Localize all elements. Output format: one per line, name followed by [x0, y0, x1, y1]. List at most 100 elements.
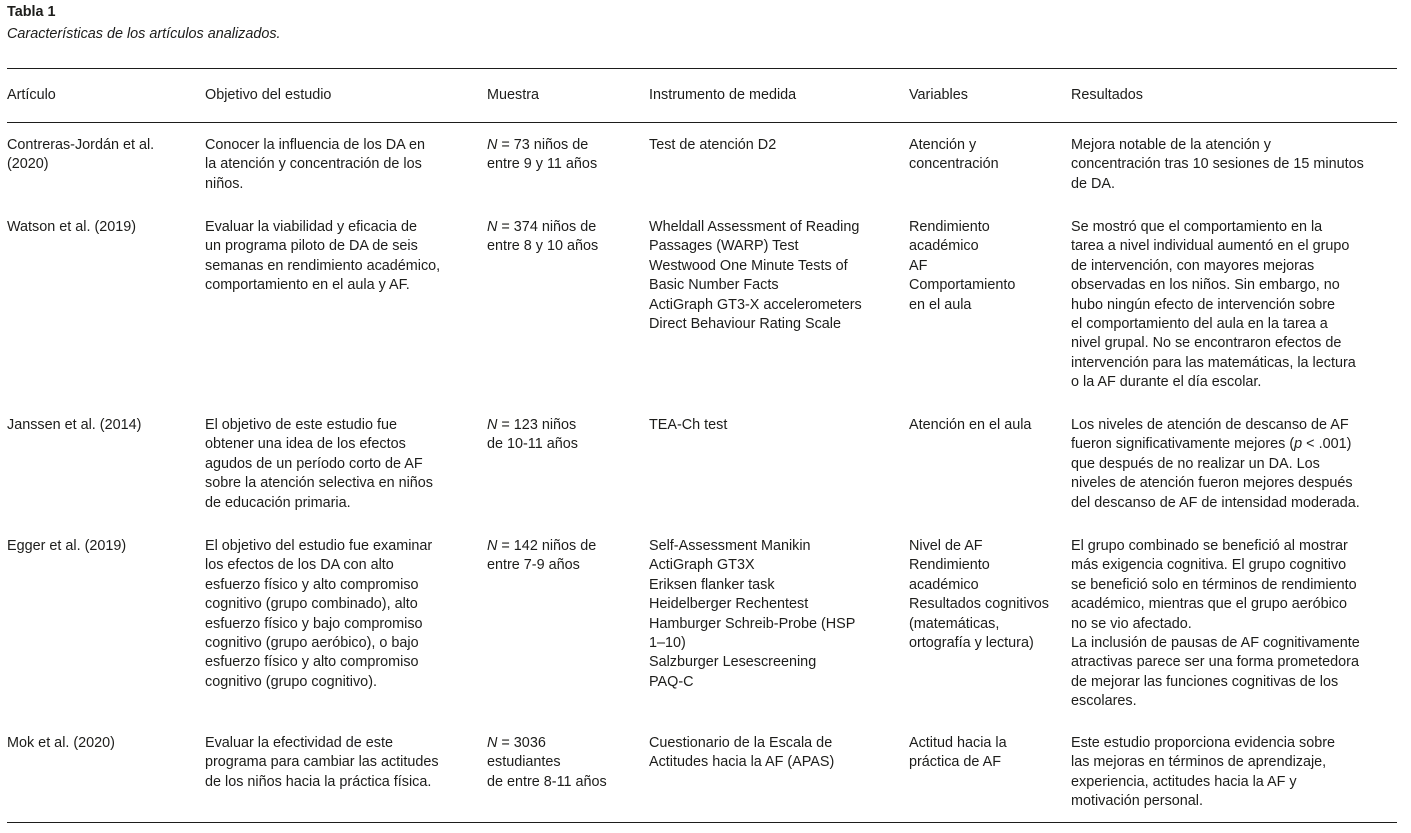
cell-muestra: N = 123 niños de 10-11 años [487, 416, 578, 455]
cell-line: Janssen et al. (2014) [7, 417, 142, 433]
cell-line: Self-Assessment Manikin [649, 538, 811, 554]
cell-line: niveles de atención fueron mejores despu… [1071, 475, 1353, 492]
cell-line: sobre la atención selectiva en niños [205, 475, 433, 492]
cell-objetivo: Evaluar la viabilidad y eficacia de un pr… [205, 218, 440, 296]
cell-line: PAQ-C [649, 673, 694, 690]
cell-line: de 10-11 años [487, 436, 578, 453]
cell-line: Wheldall Assessment of Reading [649, 219, 860, 235]
cell-line: Eriksen flanker task [649, 576, 775, 593]
cell-line: hubo ningún efecto de intervención sobre [1071, 296, 1336, 313]
column-header-objetivo: Objetivo del estudio [205, 87, 332, 103]
cell-line: El objetivo de este estudio fue [205, 417, 398, 433]
cell-line: que después de no realizar un DA. Los [1071, 455, 1320, 472]
cell-line: esfuerzo físico y alto compromiso [205, 654, 419, 671]
cell-line: observadas en los niños. Sin embargo, no [1071, 277, 1340, 294]
cell-line: ortografía y lectura) [909, 635, 1034, 652]
cell-muestra: N = 3036 estudiantes de entre 8-11 años [487, 734, 607, 792]
cell-articulo: Janssen et al. (2014) [7, 416, 141, 435]
cell-line: concentración tras 10 sesiones de 15 min… [1071, 156, 1364, 173]
column-header-instrumento: Instrumento de medida [649, 87, 797, 103]
cell-line: niños. [205, 175, 244, 192]
cell-line: (2020) [7, 156, 49, 173]
cell-line: Contreras-Jordán et al. [7, 137, 155, 153]
cell-resultados: Mejora notable de la atención y concentra… [1071, 136, 1364, 194]
cell-instrumento: Test de atención D2 [649, 136, 776, 155]
cell-instrumento: Cuestionario de la Escala de Actitudes ha… [649, 734, 834, 773]
cell-line: escolares. [1071, 693, 1137, 710]
top-rule [7, 68, 1397, 69]
cell-line: Egger et al. (2019) [7, 538, 127, 554]
cell-line: La inclusión de pausas de AF cognitivame… [1071, 635, 1360, 652]
cell-line: cognitivo (grupo combinado), alto [205, 596, 418, 613]
cell-line: Westwood One Minute Tests of [649, 257, 848, 274]
cell-resultados: Los niveles de atención de descanso de A… [1071, 416, 1360, 513]
cell-line: de mejorar las funciones cognitivas de l… [1071, 673, 1339, 690]
cell-line: Evaluar la viabilidad y eficacia de [205, 219, 417, 235]
cell-instrumento: TEA-Ch test [649, 416, 727, 435]
cell-line: intervención para las matemáticas, la le… [1071, 354, 1356, 371]
cell-line: programa para cambiar las actitudes [205, 754, 439, 771]
cell-line: N = 142 niños de [487, 538, 597, 554]
cell-line: práctica de AF [909, 754, 1001, 771]
cell-line: Hamburger Schreib-Probe (HSP [649, 615, 856, 632]
bottom-rule [7, 822, 1397, 823]
cell-line: académico [909, 238, 979, 255]
cell-line: El objetivo del estudio fue examinar [205, 538, 433, 554]
cell-muestra: N = 73 niños de entre 9 y 11 años [487, 136, 597, 175]
column-header-variables: Variables [909, 87, 968, 103]
cell-variables: Actitud hacia la práctica de AF [909, 734, 1007, 773]
cell-line: Este estudio proporciona evidencia sobre [1071, 735, 1335, 751]
cell-line: fueron significativamente mejores (p < .… [1071, 436, 1352, 453]
cell-line: de entre 8-11 años [487, 773, 607, 790]
cell-line: obtener una idea de los efectos [205, 436, 406, 453]
cell-line: Test de atención D2 [649, 137, 777, 153]
cell-line: estudiantes [487, 754, 561, 771]
cell-line: comportamiento en el aula y AF. [205, 277, 410, 294]
cell-line: el comportamiento del aula en la tarea a [1071, 316, 1328, 333]
cell-line: un programa piloto de DA de seis [205, 238, 418, 255]
cell-articulo: Egger et al. (2019) [7, 537, 126, 556]
cell-line: N = 123 niños [487, 417, 577, 433]
cell-line: Resultados cognitivos [909, 596, 1049, 613]
cell-objetivo: El objetivo de este estudio fue obtener u… [205, 416, 433, 513]
cell-variables: Atención y concentración [909, 136, 999, 175]
cell-muestra: N = 142 niños de entre 7-9 años [487, 537, 596, 576]
cell-line: de DA. [1071, 175, 1115, 192]
cell-line: 1–10) [649, 635, 686, 652]
cell-line: Heidelberger Rechentest [649, 596, 809, 613]
cell-line: (matemáticas, [909, 615, 1000, 632]
cell-variables: Nivel de AF Rendimiento académico Resultado… [909, 537, 1049, 653]
cell-line: Salzburger Lesescreening [649, 654, 817, 671]
cell-line: esfuerzo físico y alto compromiso [205, 576, 419, 593]
cell-line: N = 73 niños de [487, 137, 589, 153]
cell-line: Conocer la influencia de los DA en [205, 137, 425, 153]
cell-line: de educación primaria. [205, 494, 351, 511]
cell-objetivo: Evaluar la efectividad de este programa p… [205, 734, 439, 792]
header-rule [7, 122, 1397, 123]
cell-line: tarea a nivel individual aumentó en el g… [1071, 238, 1350, 255]
cell-line: la atención y concentración de los [205, 156, 422, 173]
cell-line: de intervención, con mayores mejoras [1071, 257, 1315, 274]
cell-line: motivación personal. [1071, 793, 1203, 810]
table-title: Tabla 1 [7, 4, 56, 20]
cell-objetivo: Conocer la influencia de los DA en la ate… [205, 136, 425, 194]
cell-line: entre 8 y 10 años [487, 238, 599, 255]
cell-line: Se mostró que el comportamiento en la [1071, 219, 1323, 235]
cell-line: Rendimiento [909, 219, 990, 235]
cell-line: Passages (WARP) Test [649, 238, 799, 255]
column-header-resultados: Resultados [1071, 87, 1143, 103]
cell-variables: Atención en el aula [909, 416, 1031, 435]
cell-line: El grupo combinado se benefició al mostr… [1071, 538, 1348, 554]
cell-line: no se vio afectado. [1071, 615, 1192, 632]
cell-line: entre 7-9 años [487, 557, 580, 574]
cell-line: Evaluar la efectividad de este [205, 735, 393, 751]
cell-line: Los niveles de atención de descanso de A… [1071, 417, 1349, 433]
cell-line: nivel grupal. No se encontraron efectos … [1071, 335, 1342, 352]
cell-line: Rendimiento [909, 557, 990, 574]
cell-line: Basic Number Facts [649, 277, 779, 294]
cell-line: cognitivo (grupo aeróbico), o bajo [205, 635, 419, 652]
cell-line: las mejoras en términos de aprendizaje, [1071, 754, 1327, 771]
cell-objetivo: El objetivo del estudio fue examinar los … [205, 537, 432, 692]
cell-line: más exigencia cognitiva. El grupo cognit… [1071, 557, 1347, 574]
cell-line: N = 3036 [487, 735, 546, 751]
